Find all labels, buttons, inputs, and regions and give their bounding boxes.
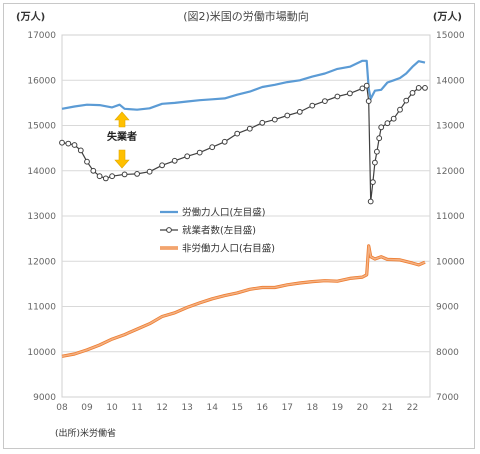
x-tick-label: 11 (131, 403, 142, 413)
right-tick-label: 10000 (436, 257, 465, 267)
data-point (259, 119, 266, 126)
data-point (134, 171, 141, 177)
data-point (171, 157, 178, 164)
left-tick-label: 15000 (27, 122, 56, 132)
legend-label: 労働力人口(左目盛) (182, 207, 265, 219)
series-line (61, 245, 426, 358)
series-line (61, 59, 426, 111)
data-point (109, 173, 115, 180)
data-point (296, 109, 303, 115)
x-tick-label: 16 (257, 403, 269, 413)
data-point (234, 130, 241, 137)
left-tick-label: 14000 (27, 167, 56, 177)
data-point (359, 85, 366, 92)
x-tick-label: 17 (282, 403, 293, 413)
data-point (246, 125, 253, 132)
data-point (71, 142, 78, 148)
data-point (409, 90, 416, 96)
data-point (196, 149, 203, 156)
data-point (370, 179, 376, 186)
left-tick-label: 11000 (27, 303, 56, 313)
chart-frame (3, 3, 475, 449)
data-point (121, 171, 128, 178)
left-tick-label: 9000 (33, 393, 56, 403)
data-point (77, 147, 84, 154)
data-point (334, 93, 341, 100)
data-point (96, 173, 103, 180)
x-tick-label: 15 (232, 403, 243, 413)
series-line-outline (61, 244, 426, 358)
arrow-down-icon (114, 149, 130, 169)
legend: 労働力人口(左目盛) 就業者数(左目盛) 非労働力人口(右目盛) (160, 207, 275, 255)
right-tick-label: 11000 (436, 212, 465, 222)
x-tick-label: 21 (382, 403, 393, 413)
data-point (378, 124, 385, 131)
left-tick-label: 10000 (27, 348, 56, 358)
x-tick-label: 08 (56, 403, 68, 413)
left-tick-label: 12000 (27, 257, 56, 267)
data-point (363, 82, 370, 89)
data-point (65, 140, 72, 147)
x-tick-label: 18 (307, 403, 319, 413)
data-point (415, 85, 422, 91)
right-tick-label: 7000 (436, 393, 459, 403)
data-point (309, 102, 316, 109)
data-point (209, 144, 216, 151)
x-tick-label: 10 (106, 403, 118, 413)
x-tick-label: 19 (332, 403, 344, 413)
data-point (159, 162, 166, 169)
data-point (184, 153, 191, 160)
right-axis-unit: (万人) (433, 10, 462, 23)
data-point (384, 120, 391, 127)
left-axis-unit: (万人) (16, 10, 45, 23)
tick-labels: 9000 10000 11000 12000 13000 14000 15000 16000 1… (27, 31, 465, 413)
data-point (90, 167, 97, 174)
data-point (59, 139, 65, 146)
legend-label: 就業者数(左目盛) (182, 225, 256, 237)
data-point (84, 158, 90, 165)
x-tick-label: 12 (156, 403, 167, 413)
data-point (390, 115, 397, 122)
x-tick-label: 14 (206, 403, 218, 413)
left-tick-label: 16000 (27, 76, 56, 86)
series-layer (59, 59, 428, 358)
data-point (372, 159, 378, 166)
data-point (284, 112, 291, 119)
data-point (376, 135, 383, 142)
data-point (397, 106, 403, 113)
right-tick-label: 12000 (436, 167, 465, 177)
right-tick-label: 13000 (436, 122, 465, 132)
unemployed-label: 失業者 (107, 130, 137, 143)
right-tick-label: 15000 (436, 31, 465, 41)
data-point (374, 148, 380, 155)
right-tick-label: 9000 (436, 303, 459, 313)
source-note: (出所)米労働省 (55, 427, 116, 439)
x-tick-label: 13 (181, 403, 192, 413)
data-point (347, 90, 353, 97)
x-tick-label: 09 (81, 403, 93, 413)
data-point (221, 138, 228, 145)
chart-title: (図2)米国の労働市場動向 (183, 9, 309, 23)
left-tick-label: 13000 (27, 212, 56, 222)
data-point (365, 98, 372, 104)
data-point (422, 85, 428, 91)
x-tick-label: 20 (357, 403, 369, 413)
data-point (403, 97, 410, 104)
annotation-layer: 失業者 (107, 111, 137, 169)
right-tick-label: 8000 (436, 348, 459, 358)
legend-label: 非労働力人口(右目盛) (182, 243, 275, 255)
legend-marker (166, 227, 172, 233)
data-point (271, 116, 278, 123)
x-tick-label: 22 (407, 403, 418, 413)
data-point (322, 98, 328, 104)
data-point (367, 198, 374, 205)
arrow-up-icon (114, 111, 130, 128)
data-point (146, 168, 153, 175)
data-point (102, 175, 109, 182)
left-tick-label: 17000 (27, 31, 56, 41)
right-tick-label: 14000 (436, 76, 465, 86)
